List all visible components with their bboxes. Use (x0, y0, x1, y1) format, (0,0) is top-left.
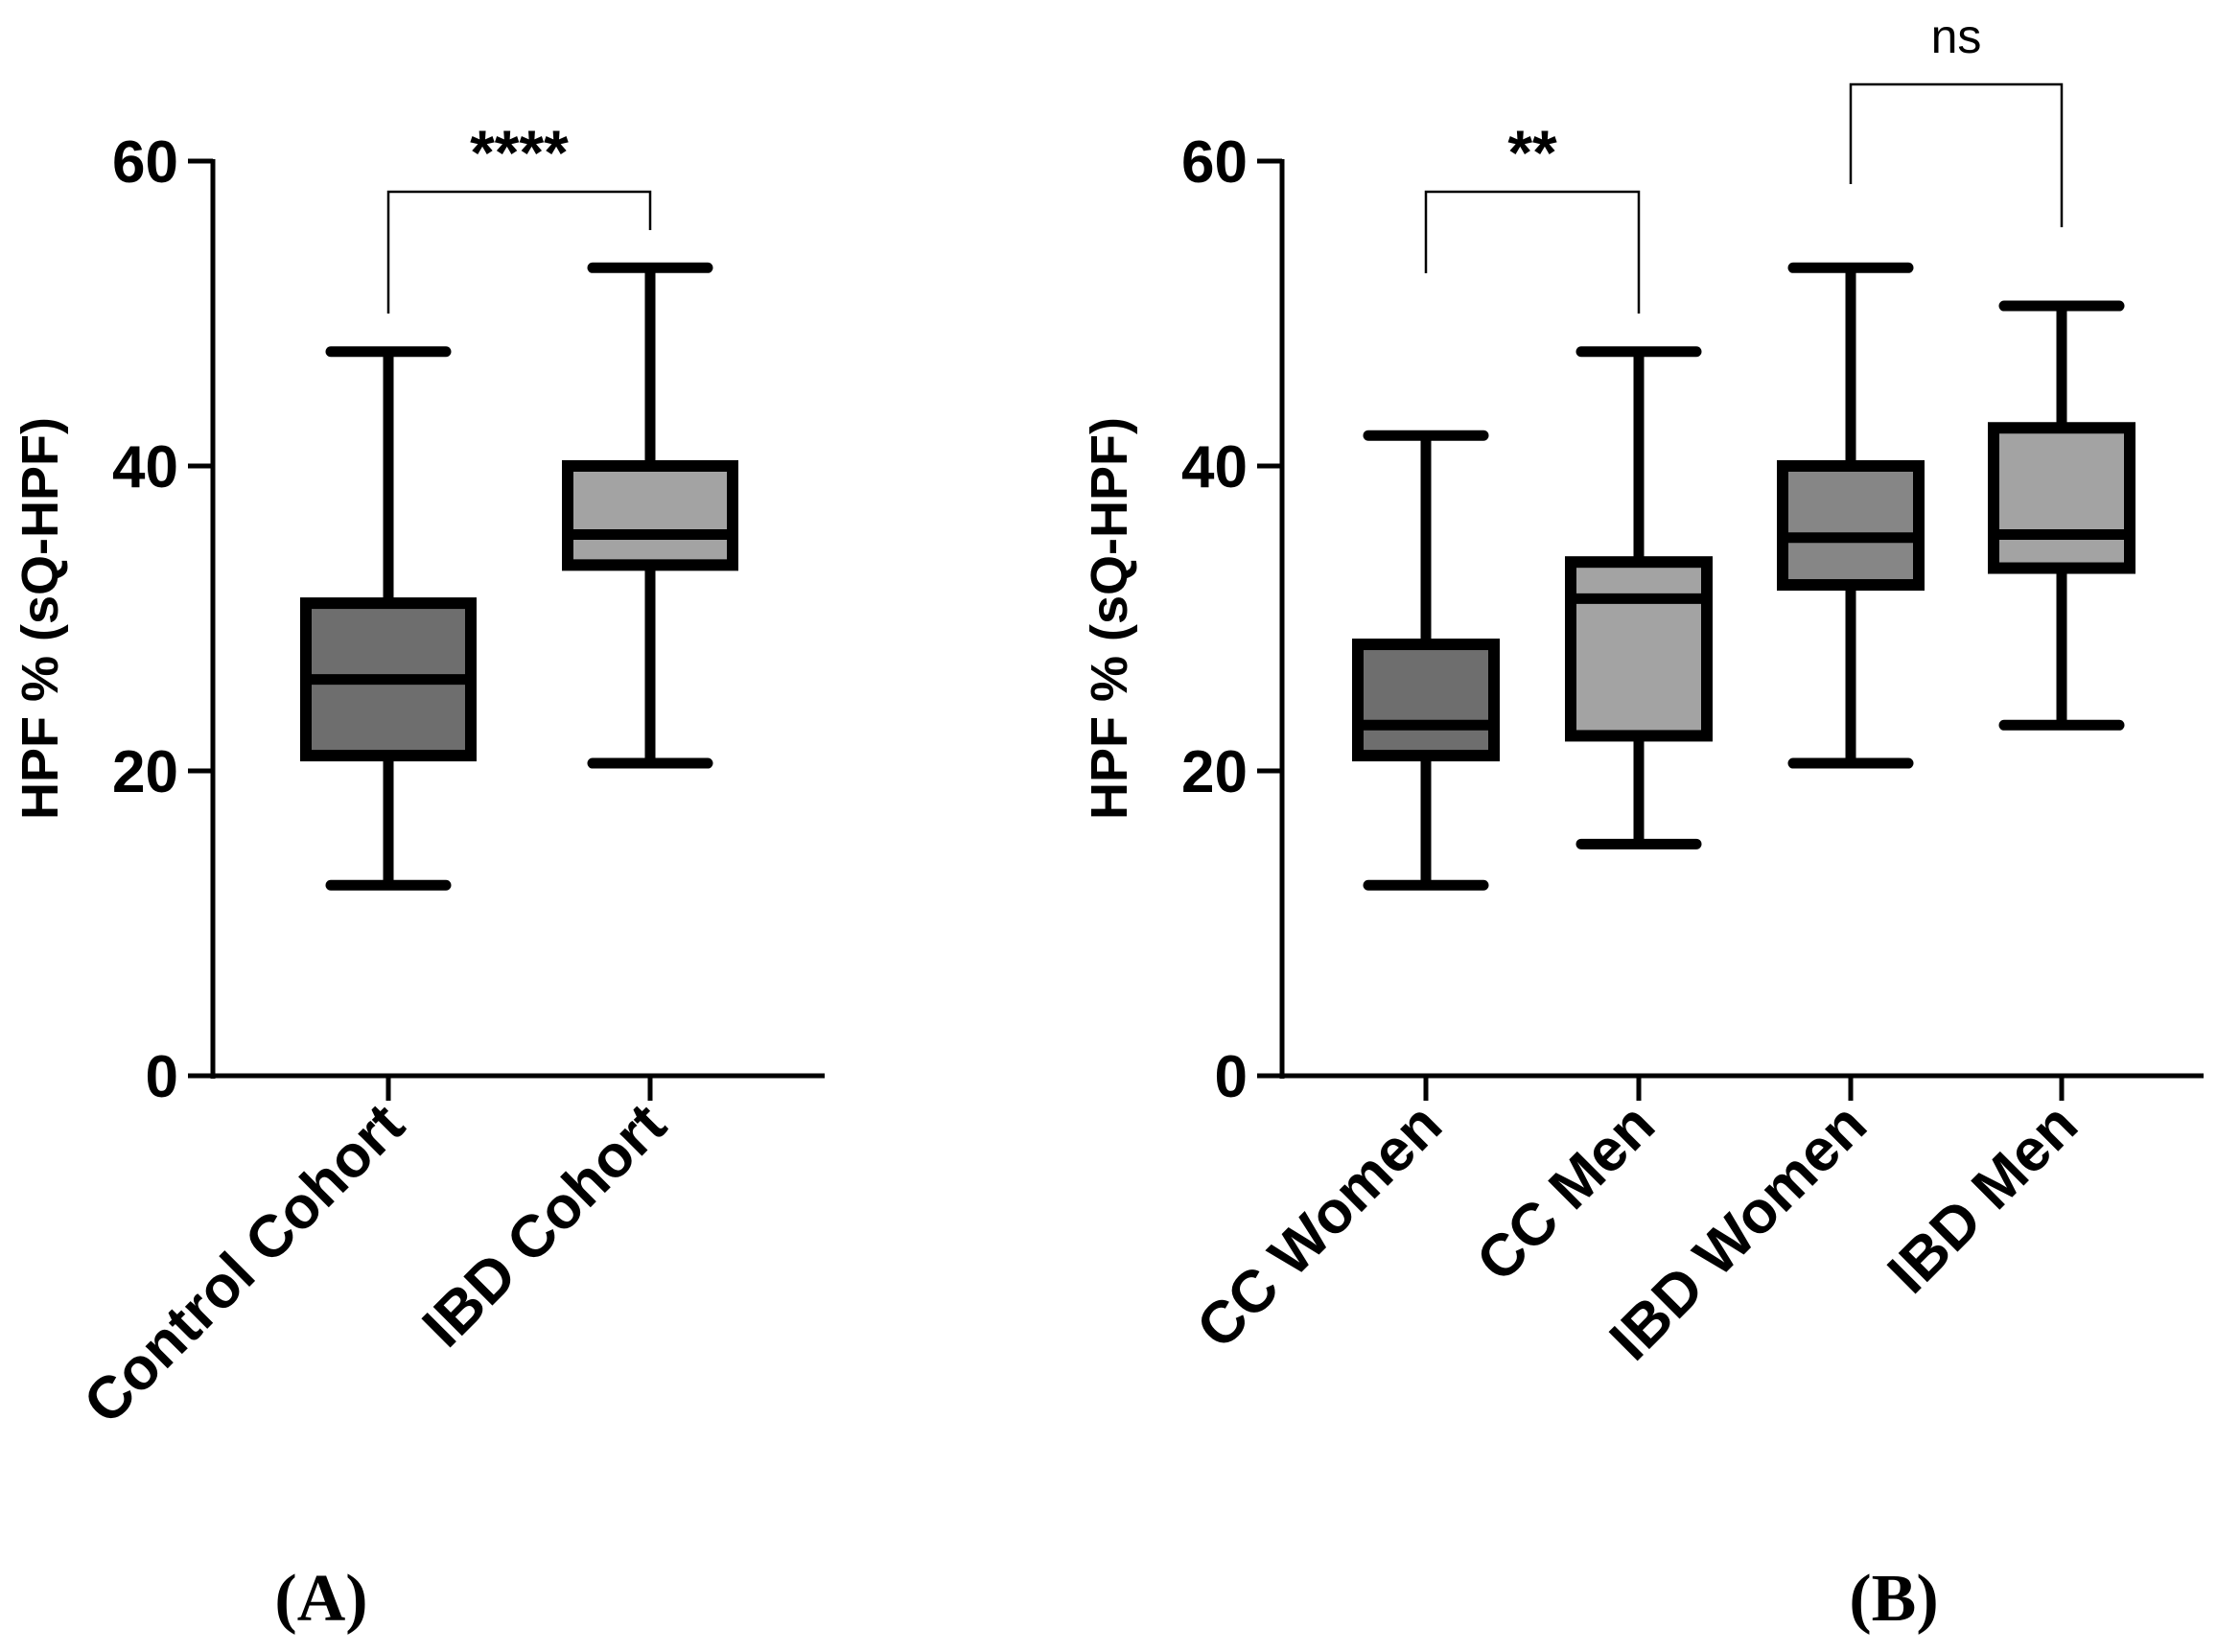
panel-b-significance-bracket (1424, 190, 1641, 314)
panel-b-significance-label: ns (1931, 10, 1982, 63)
panel-b-y-tick-label: 20 (1181, 739, 1248, 805)
panel-b-y-tick-label: 0 (1215, 1044, 1248, 1110)
panel-a-y-tick-label: 40 (112, 434, 178, 500)
panel-b-box (1988, 422, 2135, 574)
panel-a-box (562, 460, 738, 571)
panel-a-y-tick-label: 20 (112, 739, 178, 805)
panel-a-category-label: IBD Cohort (410, 1091, 679, 1360)
panel-b-significance-label: ** (1507, 117, 1557, 188)
panel-b-box (1777, 460, 1925, 592)
panel-b-significance-bracket (1849, 82, 2064, 227)
panel-b-box (1352, 639, 1500, 762)
panel-a-significance-label: **** (470, 117, 569, 188)
panel-a-y-tick-label: 0 (146, 1044, 178, 1110)
panel-a-y-axis-title: HPF % (sQ-HPF) (12, 417, 69, 820)
panel-b-category-label: IBD Men (1876, 1091, 2090, 1306)
panel-a-category-label: Control Cohort (71, 1091, 416, 1436)
panel-a-significance-bracket (386, 190, 652, 314)
panel-b-panel-label: (B) (1849, 1562, 1938, 1636)
panel-a-panel-label: (A) (274, 1562, 367, 1636)
panel-b-y-axis-title: HPF % (sQ-HPF) (1081, 417, 1138, 820)
panel-b-category-label: CC Women (1184, 1091, 1455, 1361)
panel-a-y-tick-label: 60 (112, 129, 178, 196)
panel-b-category-label: CC Men (1464, 1091, 1668, 1294)
panel-b-y-tick-label: 60 (1181, 129, 1248, 196)
panel-b-y-tick-label: 40 (1181, 434, 1248, 500)
panel-b-box (1565, 556, 1713, 742)
